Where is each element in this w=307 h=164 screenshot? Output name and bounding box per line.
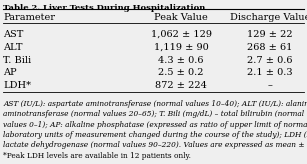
Text: 2.5 ± 0.2: 2.5 ± 0.2 [158,69,204,77]
Text: 1,062 ± 129: 1,062 ± 129 [151,30,212,39]
Text: T. Bili: T. Bili [3,56,31,65]
Text: laboratory units of measurement changed during the course of the study); LDH (IU: laboratory units of measurement changed … [3,131,307,139]
Text: Table 2. Liver Tests During Hospitalization: Table 2. Liver Tests During Hospitalizat… [3,4,205,12]
Text: 1,119 ± 90: 1,119 ± 90 [154,43,208,52]
Text: Parameter: Parameter [3,13,55,22]
Text: ALT: ALT [3,43,23,52]
Text: –: – [268,81,273,90]
Text: values 0–1); AP: alkaline phosphatase (expressed as ratio of upper limit of norm: values 0–1); AP: alkaline phosphatase (e… [3,121,307,129]
Text: AST (IU/L): aspartate aminotransferase (normal values 10–40); ALT (IU/L): alanin: AST (IU/L): aspartate aminotransferase (… [3,100,307,108]
Text: 872 ± 224: 872 ± 224 [155,81,207,90]
Text: AST: AST [3,30,23,39]
Text: 268 ± 61: 268 ± 61 [247,43,293,52]
Text: LDH*: LDH* [3,81,31,90]
Text: lactate dehydrogenase (normal values 90–220). Values are expressed as mean ± SEM: lactate dehydrogenase (normal values 90–… [3,141,307,149]
Text: *Peak LDH levels are available in 12 patients only.: *Peak LDH levels are available in 12 pat… [3,152,191,160]
Text: 2.1 ± 0.3: 2.1 ± 0.3 [247,69,293,77]
Text: Discharge Value: Discharge Value [230,13,307,22]
Text: Peak Value: Peak Value [154,13,208,22]
Text: 2.7 ± 0.6: 2.7 ± 0.6 [247,56,293,65]
Text: aminotransferase (normal values 20–65); T. Bili (mg/dL) – total bilirubin (norma: aminotransferase (normal values 20–65); … [3,110,304,118]
Text: AP: AP [3,69,17,77]
Text: 129 ± 22: 129 ± 22 [247,30,293,39]
Text: 4.3 ± 0.6: 4.3 ± 0.6 [158,56,204,65]
